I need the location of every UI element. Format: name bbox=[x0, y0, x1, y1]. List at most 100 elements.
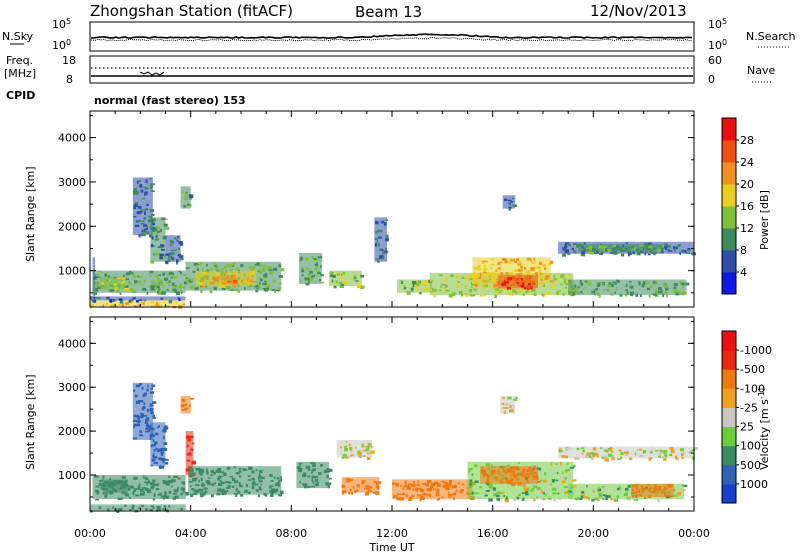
velocity-pixel bbox=[535, 474, 539, 477]
power-pixel bbox=[667, 250, 673, 252]
velocity-pixel bbox=[563, 455, 568, 459]
velocity-pixel bbox=[117, 480, 121, 483]
velocity-pixel bbox=[344, 445, 348, 448]
velocity-pixel bbox=[671, 449, 675, 453]
velocity-pixel bbox=[596, 487, 598, 491]
velocity-pixel bbox=[313, 476, 319, 479]
velocity-pixel bbox=[605, 494, 607, 498]
power-pixel bbox=[624, 293, 627, 297]
velocity-pixel bbox=[366, 487, 370, 490]
power-pixel bbox=[192, 270, 196, 273]
velocity-pixel bbox=[137, 417, 140, 420]
velocity-pixel bbox=[296, 466, 301, 469]
velocity-colorbar-tick-label: 100 bbox=[740, 440, 761, 453]
power-pixel bbox=[146, 226, 149, 228]
velocity-pixel bbox=[258, 477, 262, 480]
power-pixel bbox=[110, 303, 114, 307]
velocity-pixel bbox=[173, 489, 179, 493]
power-pixel bbox=[497, 291, 502, 294]
velocity-pixel bbox=[604, 449, 609, 452]
power-pixel bbox=[136, 180, 139, 184]
power-pixel bbox=[128, 299, 132, 303]
power-pixel bbox=[301, 269, 305, 273]
velocity-pixel bbox=[558, 448, 562, 452]
power-pixel bbox=[193, 263, 196, 266]
power-pixel bbox=[564, 290, 569, 292]
power-pixel bbox=[530, 267, 535, 271]
velocity-colorbar-tick-label: -25 bbox=[740, 401, 758, 414]
velocity-pixel bbox=[557, 465, 561, 468]
velocity-pixel bbox=[429, 495, 432, 497]
power-region bbox=[150, 217, 170, 265]
velocity-pixel bbox=[247, 479, 252, 481]
power-pixel bbox=[471, 286, 473, 288]
velocity-pixel bbox=[314, 483, 319, 486]
power-pixel bbox=[151, 213, 155, 216]
power-pixel bbox=[448, 294, 453, 298]
velocity-pixel bbox=[100, 479, 104, 482]
power-pixel bbox=[558, 278, 561, 280]
velocity-pixel bbox=[517, 461, 520, 464]
power-pixel bbox=[468, 289, 473, 293]
velocity-pixel bbox=[507, 396, 512, 400]
velocity-colorbar-swatch bbox=[722, 369, 736, 389]
velocity-pixel bbox=[502, 397, 505, 399]
velocity-pixel bbox=[140, 504, 145, 507]
power-pixel bbox=[494, 288, 500, 291]
velocity-pixel bbox=[341, 491, 344, 495]
power-pixel bbox=[264, 280, 267, 283]
velocity-pixel bbox=[224, 472, 227, 475]
power-pixel bbox=[666, 248, 670, 251]
power-pixel bbox=[526, 287, 529, 290]
power-pixel bbox=[156, 230, 161, 233]
velocity-pixel bbox=[365, 445, 368, 448]
velocity-pixel bbox=[453, 496, 455, 500]
power-pixel bbox=[464, 286, 468, 289]
power-pixel bbox=[186, 279, 191, 283]
power-pixel bbox=[516, 269, 519, 272]
velocity-pixel bbox=[247, 475, 251, 477]
velocity-pixel bbox=[274, 483, 279, 486]
power-pixel bbox=[378, 236, 383, 239]
power-pixel bbox=[360, 274, 365, 278]
power-pixel bbox=[170, 240, 174, 244]
velocity-pixel bbox=[515, 396, 518, 399]
power-pixel bbox=[231, 262, 235, 266]
velocity-pixel bbox=[258, 473, 261, 477]
power-pixel bbox=[249, 279, 253, 283]
power-region-fill bbox=[100, 276, 126, 290]
velocity-pixel bbox=[113, 480, 119, 482]
velocity-pixel bbox=[396, 497, 401, 501]
velocity-pixel bbox=[586, 452, 591, 456]
power-pixel bbox=[231, 264, 234, 266]
velocity-pixel bbox=[153, 483, 159, 486]
power-pixel bbox=[460, 292, 464, 297]
power-pixel bbox=[383, 250, 387, 253]
power-pixel bbox=[425, 286, 429, 290]
power-pixel bbox=[507, 286, 511, 290]
velocity-pixel bbox=[518, 493, 521, 496]
power-pixel bbox=[255, 290, 259, 293]
velocity-pixel bbox=[365, 485, 370, 487]
velocity-colorbar-frame bbox=[721, 330, 737, 504]
velocity-pixel bbox=[190, 468, 194, 472]
power-pixel bbox=[553, 274, 556, 278]
velocity-pixel bbox=[153, 449, 156, 452]
power-pixel bbox=[662, 293, 664, 298]
velocity-pixel bbox=[679, 448, 685, 452]
power-pixel bbox=[509, 203, 511, 206]
power-colorbar-tick-label: 4 bbox=[740, 266, 747, 279]
velocity-pixel bbox=[375, 485, 380, 488]
power-pixel bbox=[648, 294, 651, 298]
velocity-pixel bbox=[139, 430, 143, 433]
x-tick-label: 12:00 bbox=[376, 527, 408, 540]
velocity-pixel bbox=[200, 492, 204, 495]
power-pixel bbox=[483, 284, 489, 287]
velocity-pixel bbox=[566, 462, 569, 465]
velocity-pixel bbox=[146, 423, 149, 426]
velocity-pixel bbox=[141, 408, 145, 411]
velocity-pixel bbox=[210, 474, 213, 476]
velocity-colorbar-label: Velocity [m s-1] bbox=[757, 388, 772, 470]
velocity-pixel bbox=[509, 404, 512, 409]
velocity-pixel bbox=[149, 482, 152, 485]
